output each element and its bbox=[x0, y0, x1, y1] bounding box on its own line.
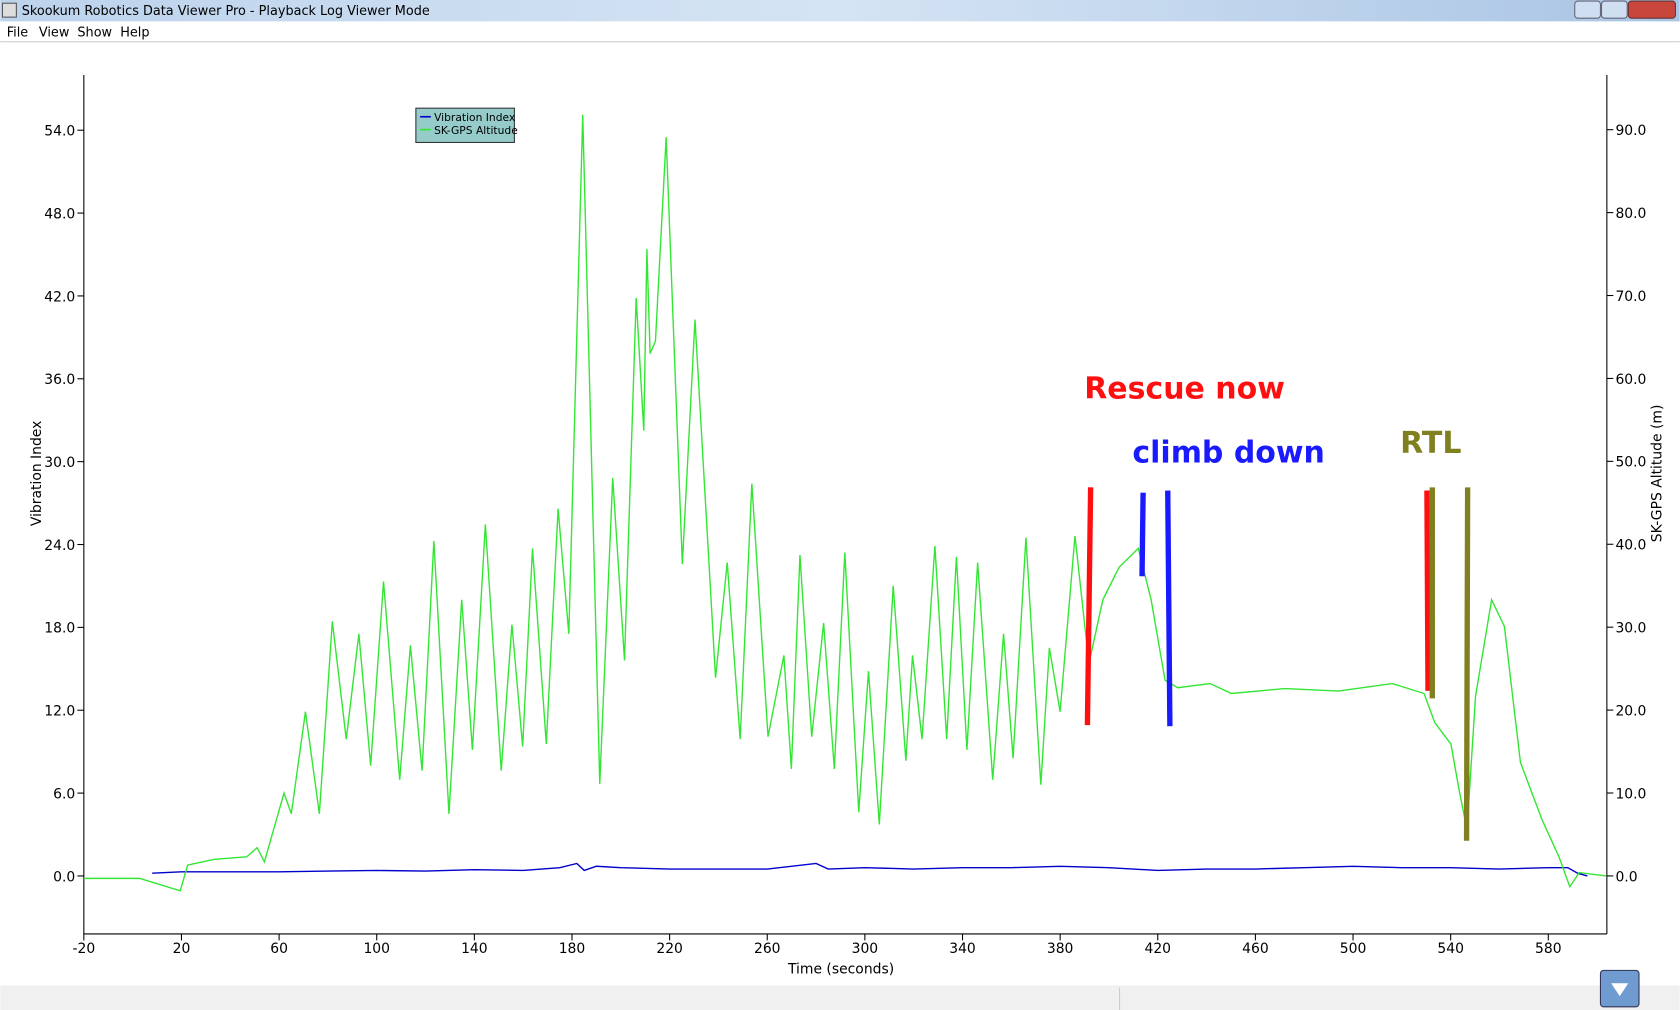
y2-tick-label: 10.0 bbox=[1615, 786, 1646, 802]
y-tick-label: 12.0 bbox=[44, 704, 75, 720]
y2-axis-label: SK-GPS Altitude (m) bbox=[1649, 405, 1665, 543]
x-tick-label: 420 bbox=[1144, 941, 1171, 957]
maximize-button[interactable] bbox=[1600, 0, 1628, 19]
title-bar bbox=[0, 0, 1680, 22]
data-line bbox=[152, 862, 1588, 877]
x-tick-label: 460 bbox=[1242, 941, 1269, 957]
annotation-text: Rescue now bbox=[1084, 371, 1285, 406]
scroll-arrow bbox=[1611, 983, 1629, 997]
status-bar bbox=[0, 985, 1680, 1010]
y-tick-label: 18.0 bbox=[44, 621, 75, 637]
y-tick-label: 48.0 bbox=[44, 206, 75, 222]
y-axis-label: Vibration Index bbox=[29, 421, 45, 526]
y2-tick-label: 50.0 bbox=[1615, 455, 1646, 471]
y2-tick-label: 90.0 bbox=[1615, 123, 1646, 139]
x-tick-label: 260 bbox=[754, 941, 781, 957]
y-tick-label: 24.0 bbox=[44, 538, 75, 554]
x-tick-label: 380 bbox=[1047, 941, 1074, 957]
menu-item[interactable]: File bbox=[7, 25, 29, 40]
annotation-line bbox=[1139, 492, 1146, 577]
menu-item[interactable]: Show bbox=[77, 25, 112, 40]
annotation-line bbox=[1424, 490, 1431, 691]
minimize-button[interactable] bbox=[1574, 0, 1601, 19]
annotation-line bbox=[1463, 487, 1471, 841]
app-icon bbox=[1, 2, 17, 18]
close-button[interactable] bbox=[1627, 0, 1676, 19]
y-tick-label: 6.0 bbox=[53, 786, 75, 802]
y2-tick-label: 80.0 bbox=[1615, 206, 1646, 222]
y2-tick-label: 0.0 bbox=[1615, 869, 1637, 885]
annotation-line bbox=[1165, 490, 1173, 727]
legend-label: SK-GPS Altitude bbox=[434, 124, 518, 137]
x-tick-label: 20 bbox=[173, 941, 191, 957]
legend-label: Vibration Index bbox=[434, 111, 515, 124]
y-tick-label: 54.0 bbox=[44, 124, 75, 140]
x-tick-label: 580 bbox=[1535, 941, 1562, 957]
x-tick-label: 340 bbox=[949, 941, 976, 957]
menu-item[interactable]: Help bbox=[120, 25, 149, 40]
legend-box bbox=[415, 107, 515, 143]
x-tick-label: 100 bbox=[363, 941, 390, 957]
x-tick-label: 60 bbox=[270, 941, 288, 957]
x-tick-label: 500 bbox=[1340, 941, 1367, 957]
annotation-text: RTL bbox=[1400, 426, 1461, 461]
x-tick-label: 300 bbox=[852, 941, 879, 957]
plot-area bbox=[83, 74, 1607, 934]
annotation-text: climb down bbox=[1132, 436, 1325, 471]
x-tick-label: 140 bbox=[461, 941, 488, 957]
menu-item[interactable]: View bbox=[39, 25, 69, 40]
y-tick-label: 30.0 bbox=[44, 455, 75, 471]
y-tick-label: 42.0 bbox=[44, 289, 75, 305]
data-line bbox=[83, 114, 1607, 892]
window-title: Skookum Robotics Data Viewer Pro - Playb… bbox=[22, 4, 430, 19]
y2-tick-label: 20.0 bbox=[1615, 703, 1646, 719]
x-tick-label: -20 bbox=[72, 941, 95, 957]
annotation-line bbox=[1084, 487, 1094, 726]
y-tick-label: 36.0 bbox=[44, 372, 75, 388]
x-tick-label: 540 bbox=[1437, 941, 1464, 957]
y-tick-label: 0.0 bbox=[53, 869, 75, 885]
y2-tick-label: 60.0 bbox=[1615, 372, 1646, 388]
x-tick-label: 220 bbox=[656, 941, 683, 957]
x-tick-label: 180 bbox=[559, 941, 586, 957]
menu-bar bbox=[0, 21, 1680, 42]
y2-tick-label: 30.0 bbox=[1615, 621, 1646, 637]
y2-tick-label: 40.0 bbox=[1615, 538, 1646, 554]
y2-tick-label: 70.0 bbox=[1615, 289, 1646, 305]
x-axis-label: Time (seconds) bbox=[787, 962, 894, 978]
